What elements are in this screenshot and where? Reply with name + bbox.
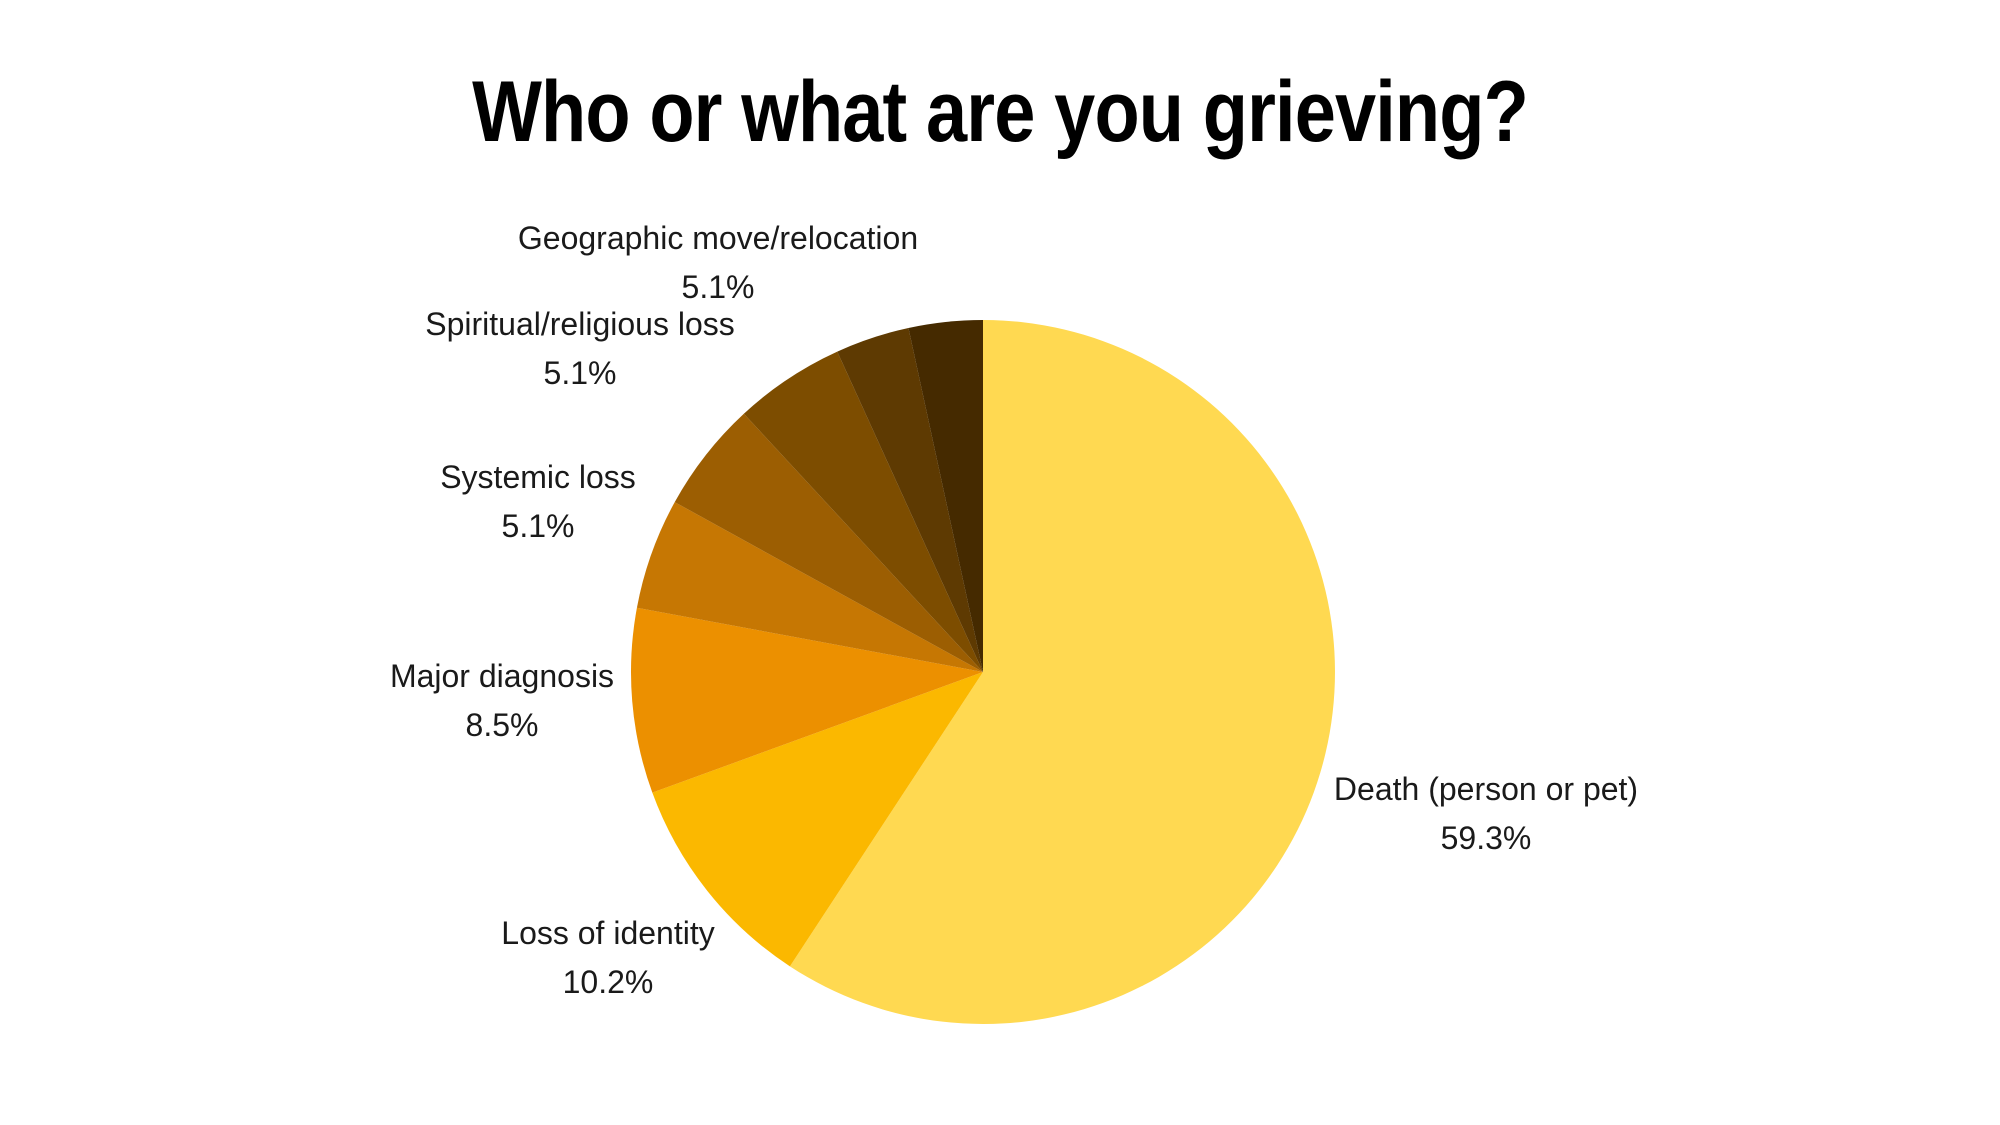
pie-slice — [908, 320, 983, 672]
pie-slice — [631, 607, 983, 793]
pie-slice — [674, 413, 983, 672]
pie-slice — [652, 672, 983, 967]
pie-slice — [636, 502, 983, 672]
slice-category-label: Geographic move/relocation — [518, 220, 918, 256]
slice-category-label: Loss of identity — [501, 915, 714, 951]
slice-value-label: 5.1% — [682, 269, 755, 305]
pie-slice — [789, 320, 1335, 1025]
slice-value-label: 5.1% — [544, 355, 617, 391]
pie-slices — [631, 320, 1335, 1025]
slice-value-label: 10.2% — [563, 964, 654, 1000]
pie-labels: Death (person or pet) 59.3% Loss of identi… — [390, 220, 1638, 1000]
pie-slice — [743, 351, 983, 672]
slice-value-label: 8.5% — [466, 707, 539, 743]
slice-value-label: 5.1% — [502, 508, 575, 544]
pie-slice — [837, 327, 983, 672]
slice-value-label: 59.3% — [1441, 820, 1532, 856]
slice-category-label: Death (person or pet) — [1334, 771, 1638, 807]
slice-category-label: Spiritual/religious loss — [425, 306, 734, 342]
chart-title: Who or what are you grieving? — [472, 64, 1529, 160]
slice-category-label: Systemic loss — [440, 459, 636, 495]
slice-category-label: Major diagnosis — [390, 658, 614, 694]
